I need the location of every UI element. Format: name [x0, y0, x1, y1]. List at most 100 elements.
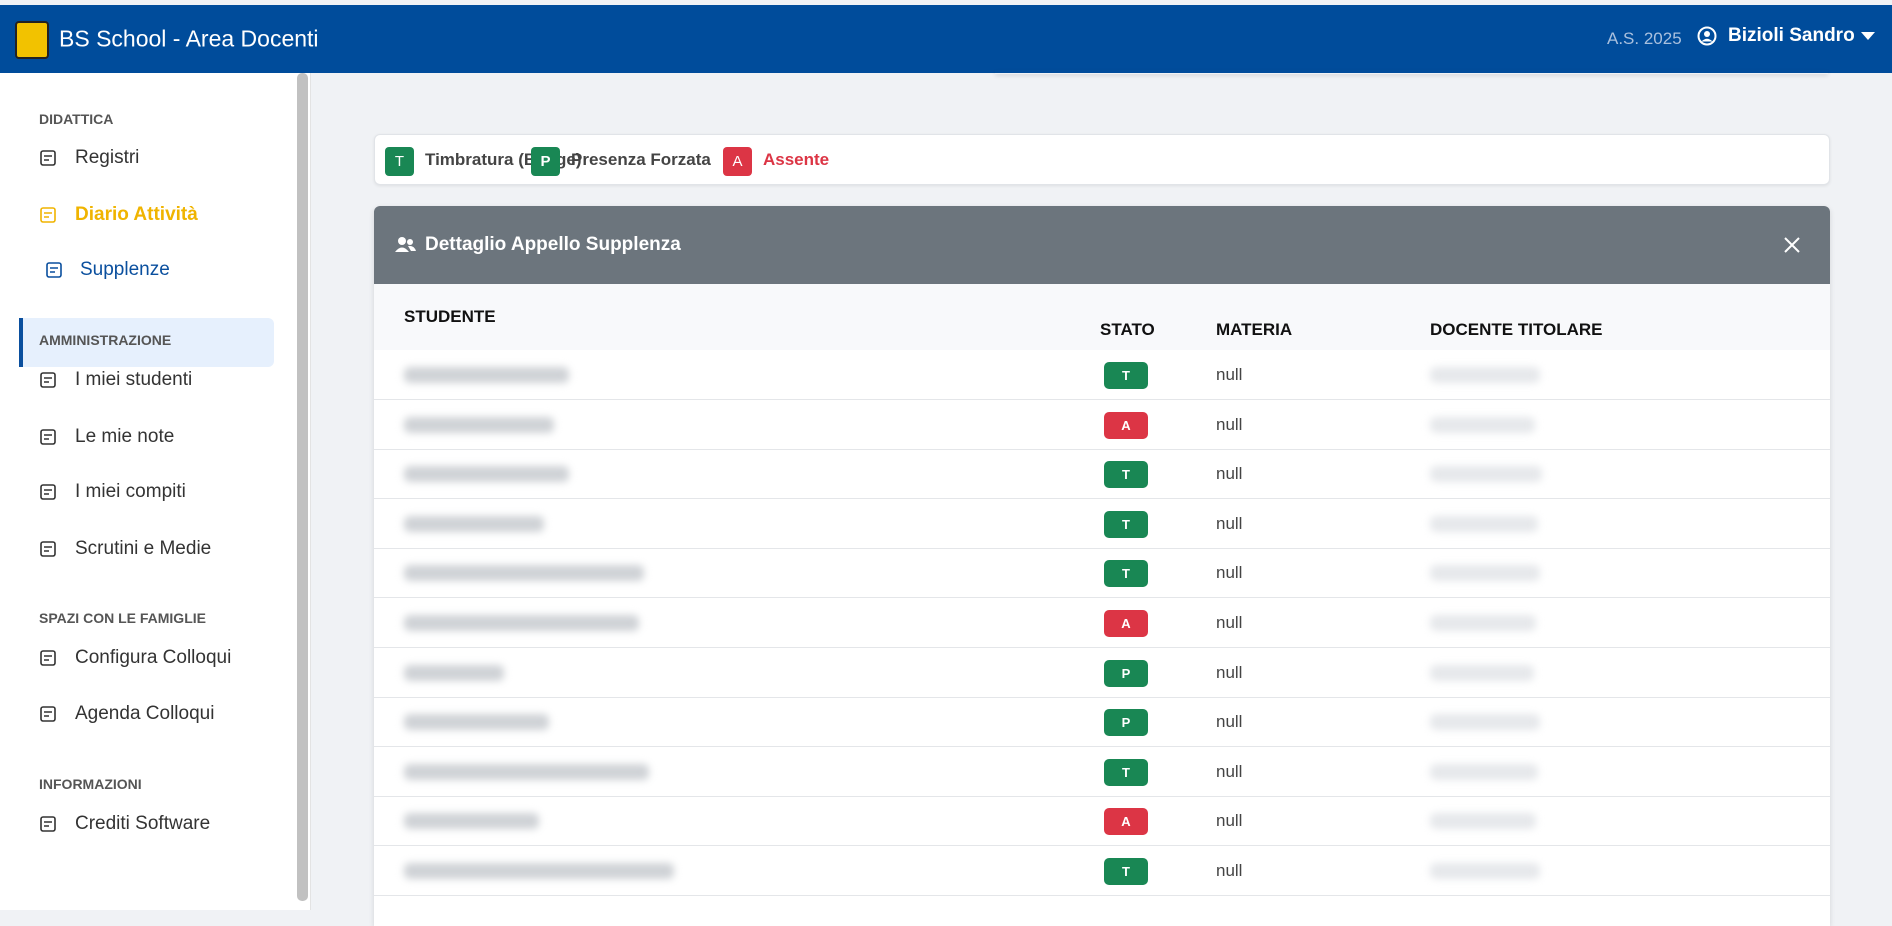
- column-header: DOCENTE TITOLARE: [1430, 320, 1603, 339]
- student-name-redacted: [404, 714, 549, 731]
- subject: null: [1216, 563, 1243, 583]
- column-header: STATO: [1100, 320, 1155, 339]
- subject: null: [1216, 811, 1243, 831]
- menu-icon: [40, 150, 56, 166]
- user-menu[interactable]: Bizioli Sandro: [1728, 25, 1855, 46]
- subject: null: [1216, 365, 1243, 384]
- teacher-redacted: [1430, 763, 1538, 780]
- teacher-redacted: [1430, 565, 1540, 582]
- card-edge: [995, 70, 1828, 74]
- status-badge: T: [1104, 758, 1148, 786]
- school-year: A.S. 2025: [1607, 29, 1682, 48]
- menu-item[interactable]: Registri: [75, 147, 140, 168]
- teacher-redacted: [1430, 515, 1538, 532]
- menu-icon: [40, 650, 56, 666]
- student-name-redacted: [404, 664, 504, 681]
- teacher-redacted: [1430, 813, 1536, 830]
- status-badge: A: [1104, 411, 1148, 439]
- teacher-redacted: [1430, 416, 1535, 433]
- teacher-redacted: [1430, 367, 1540, 383]
- status-badge: T: [1104, 362, 1148, 389]
- student-name-redacted: [404, 763, 649, 780]
- status-badge: T: [1104, 510, 1148, 538]
- legend: T Timbratura (Badge) P Presenza Forzata A Ass…: [374, 134, 1830, 185]
- subject: null: [1216, 712, 1243, 732]
- subject: null: [1216, 861, 1243, 880]
- section-title: SPAZI CON LE FAMIGLIE: [39, 610, 206, 626]
- table-header: STUDENTE STATO MATERIA DOCENTE TITOLARE: [374, 284, 1830, 350]
- menu-icon: [40, 484, 56, 500]
- scrollbar[interactable]: [297, 73, 308, 901]
- caret[interactable]: [1861, 32, 1875, 40]
- status-badge: A: [1104, 808, 1148, 836]
- menu-icon: [40, 372, 56, 388]
- panel-title: Dettaglio Appello Supplenza: [425, 234, 681, 255]
- menu-item[interactable]: Agenda Colloqui: [75, 703, 215, 724]
- menu-item[interactable]: I miei studenti: [75, 369, 193, 390]
- status-badge: T: [1104, 560, 1148, 588]
- menu-icon: [40, 816, 56, 832]
- student-name-redacted: [404, 515, 544, 532]
- app-title[interactable]: BS School - Area Docenti: [59, 25, 319, 52]
- users-icon: [395, 237, 416, 252]
- status-badge: T: [1104, 461, 1148, 489]
- menu-item[interactable]: Configura Colloqui: [75, 647, 232, 668]
- user-icon: [1697, 26, 1717, 46]
- menu-item[interactable]: Crediti Software: [75, 813, 211, 834]
- top-bar: BS School - Area Docenti A.S. 2025 Bizio…: [0, 5, 1892, 73]
- legend-label: Assente: [763, 150, 830, 169]
- subject: null: [1216, 761, 1243, 781]
- menu-item[interactable]: I miei compiti: [75, 481, 186, 502]
- legend-badge: P: [531, 147, 560, 176]
- legend-badge: T: [385, 147, 414, 176]
- legend-label: Presenza Forzata: [571, 150, 711, 169]
- column-header: STUDENTE: [404, 307, 496, 326]
- detail-panel: Dettaglio Appello Supplenza STUDENTE STAT…: [374, 206, 1830, 926]
- teacher-redacted: [1430, 664, 1534, 681]
- teacher-redacted: [1430, 615, 1536, 631]
- section-title: INFORMAZIONI: [39, 776, 142, 792]
- status-badge: A: [1104, 610, 1148, 637]
- close-button[interactable]: [1784, 237, 1800, 253]
- menu-item[interactable]: Scrutini e Medie: [75, 538, 212, 559]
- menu-icon: [40, 207, 56, 223]
- subject: null: [1216, 662, 1243, 682]
- student-name-redacted: [404, 813, 539, 830]
- section-title: DIDATTICA: [39, 111, 114, 127]
- teacher-redacted: [1430, 714, 1540, 731]
- teacher-redacted: [1430, 466, 1542, 483]
- teacher-redacted: [1430, 863, 1540, 879]
- status-badge: P: [1104, 659, 1148, 687]
- sidebar: DIDATTICA Registri Diario Attività Supplenz…: [0, 73, 311, 910]
- menu-item[interactable]: Supplenze: [80, 259, 170, 280]
- active-item-bg: [19, 318, 274, 367]
- student-name-redacted: [404, 367, 569, 383]
- student-name-redacted: [404, 565, 644, 582]
- section-title: AMMINISTRAZIONE: [39, 332, 172, 348]
- menu-icon: [40, 429, 56, 445]
- logo[interactable]: [15, 21, 49, 59]
- student-name-redacted: [404, 416, 554, 433]
- status-badge: T: [1104, 858, 1148, 885]
- menu-item[interactable]: Diario Attività: [75, 204, 198, 225]
- legend-badge: A: [723, 147, 752, 176]
- column-header: MATERIA: [1216, 320, 1293, 339]
- status-badge: P: [1104, 709, 1148, 737]
- subject: null: [1216, 464, 1243, 484]
- panel-header: Dettaglio Appello Supplenza: [374, 206, 1830, 284]
- student-name-redacted: [404, 615, 639, 631]
- menu-item[interactable]: Le mie note: [75, 426, 175, 447]
- menu-icon: [40, 541, 56, 557]
- student-name-redacted: [404, 466, 569, 483]
- subject: null: [1216, 414, 1243, 434]
